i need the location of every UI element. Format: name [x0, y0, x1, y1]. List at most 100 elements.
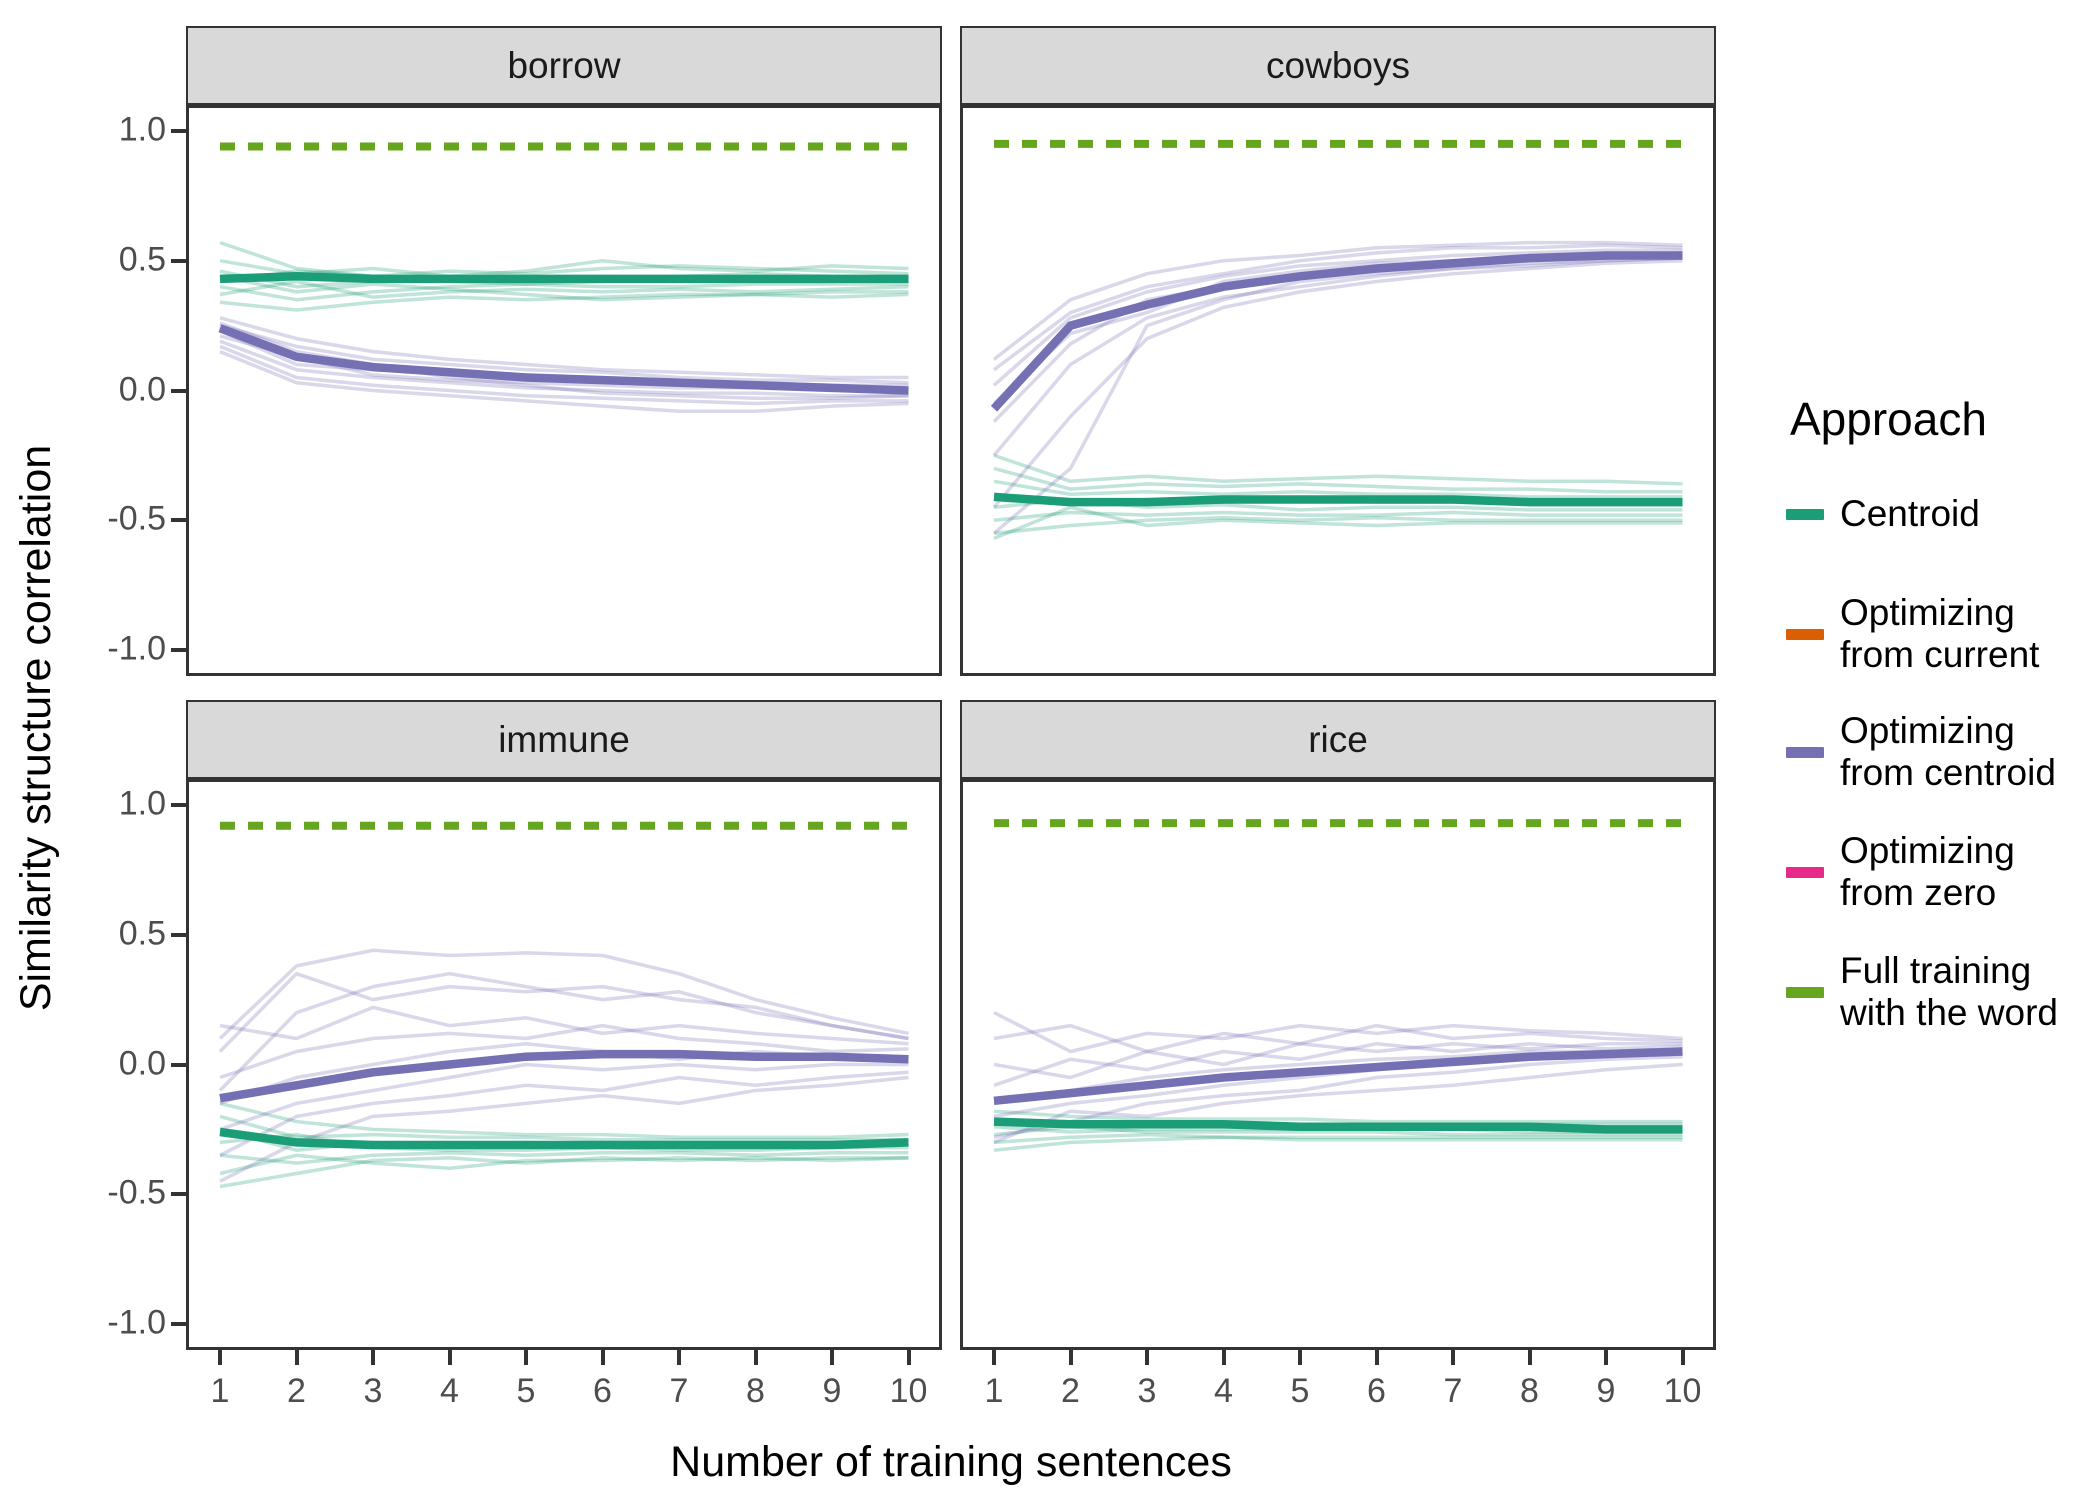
- replicate-line: [218, 971, 909, 1092]
- replicate-line: [219, 1114, 909, 1142]
- legend-item-optimizing-from-centroid: Optimizing from centroid: [1786, 710, 2056, 794]
- replicate-line: [218, 971, 909, 1053]
- replicate-line: [993, 1011, 1683, 1054]
- y-tick-mark: [171, 648, 186, 653]
- mean-line: [219, 1127, 909, 1150]
- x-tick-mark: [218, 1350, 222, 1365]
- replicate-line: [219, 1153, 909, 1176]
- facet-strip-label: immune: [498, 718, 630, 760]
- x-tick-mark: [992, 1350, 996, 1365]
- x-tick-label: 3: [363, 1372, 383, 1410]
- x-tick-label: 6: [593, 1372, 612, 1410]
- legend-item-label: Optimizing from centroid: [1840, 710, 2056, 793]
- replicate-line: [992, 258, 1683, 509]
- replicate-line: [993, 505, 1683, 541]
- mean-line: [993, 1047, 1683, 1106]
- y-tick-mark: [171, 1322, 186, 1327]
- legend-item-label: Optimizing from current: [1840, 592, 2040, 675]
- x-tick-label: 5: [516, 1372, 536, 1410]
- full-training-line-swatch-icon: [1786, 986, 1824, 998]
- replicate-line: [219, 282, 909, 302]
- legend-title: Approach: [1790, 393, 1987, 445]
- y-tick-mark: [171, 128, 186, 133]
- facet-strip-immune: immune: [186, 700, 942, 779]
- legend-item-full-training: Full training with the word: [1786, 950, 2058, 1034]
- x-tick-label: 8: [1520, 1372, 1539, 1410]
- replicate-line: [219, 274, 909, 302]
- x-tick-mark: [1451, 1350, 1455, 1365]
- x-tick-label: 10: [889, 1372, 928, 1410]
- replicate-line: [219, 323, 909, 385]
- replicate-line: [219, 1075, 909, 1183]
- y-tick-mark: [171, 932, 186, 937]
- x-tick-mark: [1374, 1350, 1379, 1365]
- replicate-line: [219, 1005, 909, 1046]
- x-tick-mark: [1527, 1350, 1532, 1365]
- x-tick-label: 7: [1443, 1372, 1463, 1410]
- replicate-line: [219, 344, 909, 406]
- x-tick-label: 4: [440, 1372, 459, 1410]
- legend-item-optimizing-from-current: Optimizing from current: [1786, 592, 2039, 676]
- replicate-line: [993, 1125, 1683, 1137]
- replicate-line: [219, 258, 909, 279]
- plot-area-immune: [186, 779, 942, 1350]
- x-tick-label: 10: [1663, 1372, 1702, 1410]
- optimizing-from-zero-line-swatch-icon: [1786, 866, 1824, 878]
- y-tick-label: 1.0: [118, 110, 166, 149]
- facet-strip-cowboys: cowboys: [960, 26, 1716, 105]
- replicate-line: [219, 1023, 909, 1080]
- replicate-line: [993, 453, 1683, 486]
- y-tick-mark: [171, 258, 186, 263]
- mean-line: [219, 272, 909, 284]
- x-tick-mark: [600, 1350, 605, 1365]
- mean-line: [993, 492, 1683, 507]
- replicate-line: [218, 948, 909, 1040]
- x-tick-mark: [1298, 1350, 1302, 1365]
- replicate-line: [219, 339, 909, 398]
- y-tick-mark: [171, 518, 186, 523]
- panel-border: [186, 105, 942, 676]
- y-tick-label: -0.5: [107, 1173, 166, 1212]
- facet-strip-borrow: borrow: [186, 26, 942, 105]
- mean-line: [219, 1049, 909, 1103]
- replicate-line: [993, 510, 1683, 523]
- y-tick-mark: [171, 802, 186, 807]
- optimizing-from-centroid-line-swatch-icon: [1786, 746, 1824, 758]
- y-tick-label: -1.0: [107, 629, 166, 668]
- y-tick-label: 0.0: [118, 1044, 166, 1083]
- x-tick-mark: [1145, 1350, 1149, 1365]
- legend-item-optimizing-from-zero: Optimizing from zero: [1786, 830, 2015, 914]
- y-tick-mark: [171, 1192, 186, 1197]
- y-tick-label: 0.5: [118, 240, 166, 279]
- replicate-line: [993, 1023, 1683, 1054]
- legend-item-centroid: Centroid: [1786, 493, 1980, 535]
- x-tick-mark: [677, 1350, 681, 1365]
- replicate-line: [993, 1062, 1683, 1145]
- x-tick-label: 2: [1061, 1372, 1080, 1410]
- replicate-line: [993, 1054, 1683, 1139]
- replicate-line: [219, 1062, 909, 1132]
- panel-border: [960, 105, 1716, 676]
- plot-area-rice: [960, 779, 1716, 1350]
- x-tick-mark: [906, 1350, 911, 1365]
- replicate-line: [993, 1132, 1683, 1145]
- replicate-line: [992, 240, 1683, 361]
- y-axis-title: Similarity structure correlation: [12, 444, 60, 1012]
- x-tick-label: 6: [1367, 1372, 1386, 1410]
- plot-area-cowboys: [960, 105, 1716, 676]
- x-tick-label: 8: [746, 1372, 765, 1410]
- x-tick-mark: [830, 1350, 834, 1365]
- replicate-line: [992, 243, 1683, 372]
- replicate-line: [993, 466, 1683, 494]
- replicate-line: [219, 316, 909, 380]
- replicate-line: [992, 256, 1683, 535]
- replicate-line: [993, 1135, 1683, 1152]
- legend-item-label: Centroid: [1840, 493, 1980, 534]
- y-tick-label: -1.0: [107, 1303, 166, 1342]
- replicate-line: [992, 256, 1683, 457]
- replicate-line: [219, 1101, 909, 1139]
- replicate-line: [219, 279, 909, 299]
- replicate-line: [993, 1041, 1683, 1087]
- panel-border: [186, 779, 942, 1350]
